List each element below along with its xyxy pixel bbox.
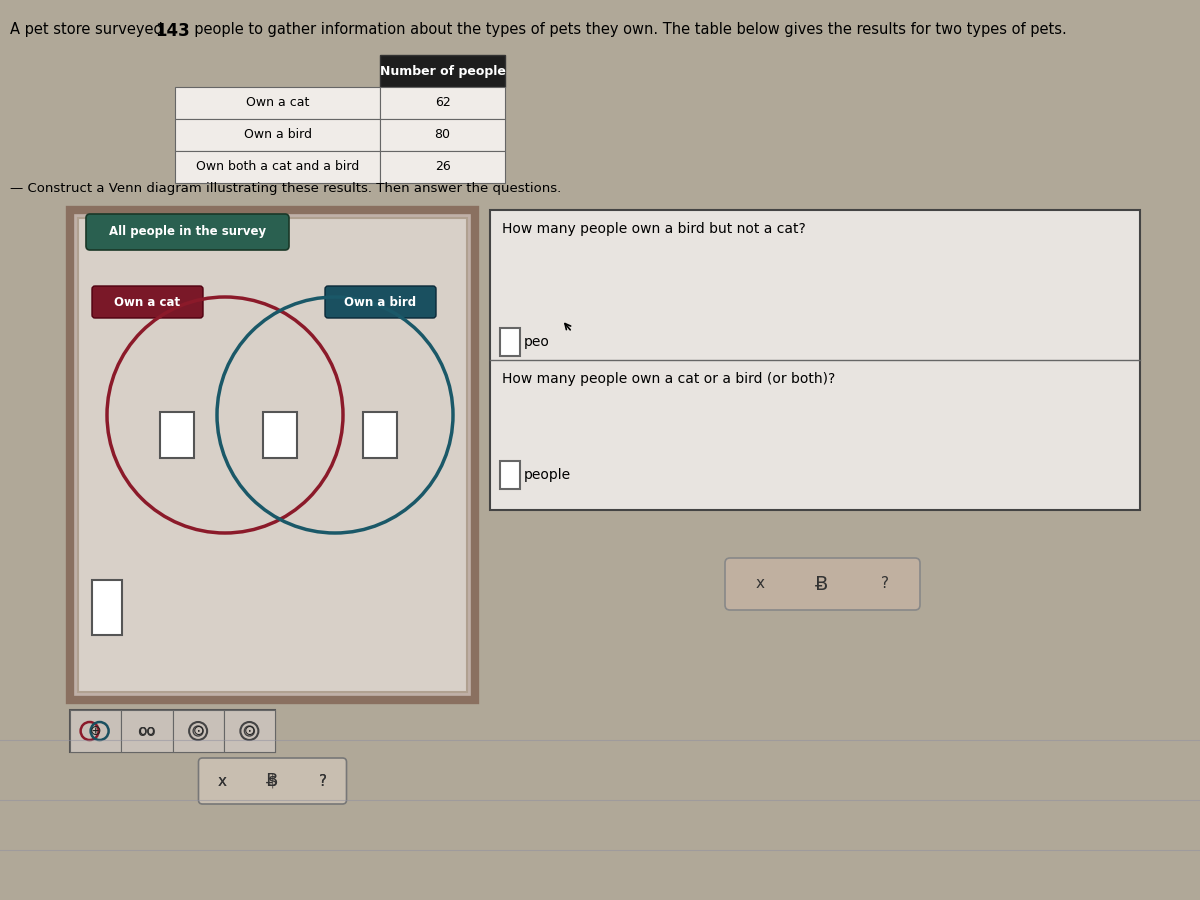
Text: ⊕: ⊕ [90, 724, 102, 738]
FancyBboxPatch shape [380, 151, 505, 183]
FancyBboxPatch shape [725, 558, 920, 610]
Text: Own a bird: Own a bird [344, 295, 416, 309]
FancyBboxPatch shape [70, 710, 275, 752]
FancyBboxPatch shape [175, 119, 380, 151]
FancyBboxPatch shape [121, 710, 173, 752]
Text: — Construct a Venn diagram illustrating these results. Then answer the questions: — Construct a Venn diagram illustrating … [10, 182, 562, 195]
FancyBboxPatch shape [500, 328, 520, 356]
Text: oo: oo [138, 724, 155, 738]
FancyBboxPatch shape [78, 218, 467, 692]
Text: x: x [756, 577, 764, 591]
FancyBboxPatch shape [263, 412, 298, 458]
Text: ?: ? [318, 773, 326, 788]
Text: oo: oo [138, 724, 156, 739]
Text: people to gather information about the types of pets they own. The table below g: people to gather information about the t… [185, 22, 1067, 37]
Text: ⊙: ⊙ [244, 724, 256, 738]
Text: Own a cat: Own a cat [114, 295, 180, 309]
FancyBboxPatch shape [92, 580, 122, 635]
Text: x: x [218, 773, 227, 788]
Text: A pet store surveyed: A pet store surveyed [10, 22, 167, 37]
FancyBboxPatch shape [490, 210, 1140, 510]
Text: ?: ? [881, 577, 889, 591]
Text: Own both a cat and a bird: Own both a cat and a bird [196, 160, 359, 174]
Text: people: people [524, 468, 571, 482]
Text: Ƀ: Ƀ [266, 772, 278, 790]
FancyBboxPatch shape [500, 461, 520, 489]
Text: How many people own a bird but not a cat?: How many people own a bird but not a cat… [502, 222, 805, 236]
Text: 80: 80 [434, 129, 450, 141]
FancyBboxPatch shape [92, 286, 203, 318]
FancyBboxPatch shape [380, 87, 505, 119]
Text: Own a bird: Own a bird [244, 129, 312, 141]
FancyBboxPatch shape [380, 55, 505, 87]
Text: x: x [218, 773, 227, 788]
Text: 143: 143 [155, 22, 190, 40]
FancyBboxPatch shape [364, 412, 397, 458]
FancyBboxPatch shape [380, 119, 505, 151]
Text: ⊙: ⊙ [192, 724, 204, 738]
FancyBboxPatch shape [70, 210, 475, 700]
FancyBboxPatch shape [160, 412, 194, 458]
FancyBboxPatch shape [175, 87, 380, 119]
FancyBboxPatch shape [175, 151, 380, 183]
FancyBboxPatch shape [173, 710, 223, 752]
Text: 62: 62 [434, 96, 450, 110]
Text: Ƀ: Ƀ [815, 574, 829, 593]
Text: 26: 26 [434, 160, 450, 174]
FancyBboxPatch shape [223, 710, 275, 752]
Text: How many people own a cat or a bird (or both)?: How many people own a cat or a bird (or … [502, 372, 835, 386]
Text: ?: ? [318, 773, 326, 788]
Text: peo: peo [524, 335, 550, 349]
FancyBboxPatch shape [198, 758, 347, 804]
Text: All people in the survey: All people in the survey [109, 226, 266, 239]
FancyBboxPatch shape [86, 214, 289, 250]
FancyBboxPatch shape [70, 710, 121, 752]
Text: Number of people: Number of people [379, 65, 505, 77]
Text: $: $ [268, 773, 277, 788]
FancyBboxPatch shape [325, 286, 436, 318]
Text: Own a cat: Own a cat [246, 96, 310, 110]
